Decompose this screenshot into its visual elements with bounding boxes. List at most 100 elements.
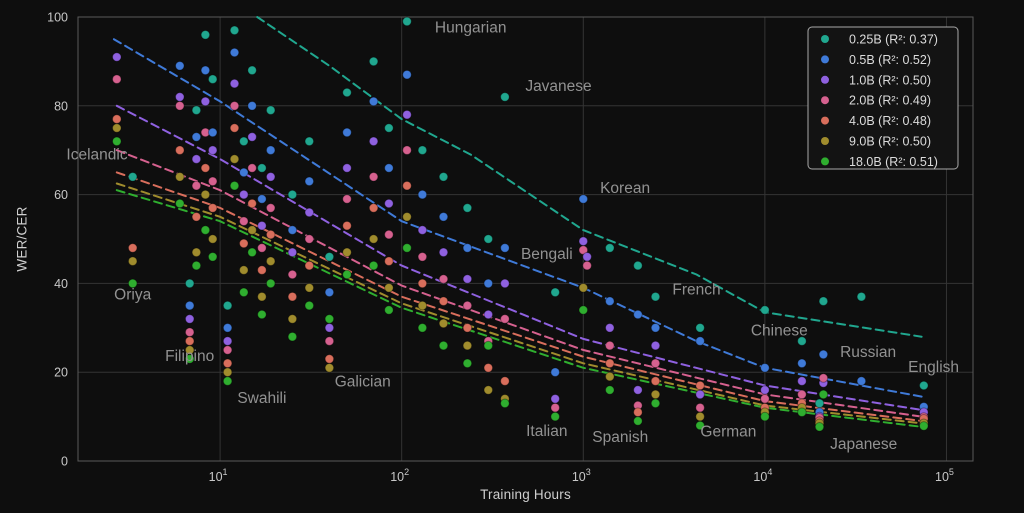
scatter-point-2.0B xyxy=(239,216,249,226)
scatter-point-1.0B xyxy=(200,96,211,107)
scatter-point-0.25B xyxy=(247,65,257,76)
scatter-point-0.5B-korean xyxy=(578,194,589,204)
scatter-point-2.0B xyxy=(304,234,315,244)
scatter-point-2.0B xyxy=(368,172,379,182)
scatter-point-18.0B-german xyxy=(695,420,705,431)
trend-line-2.0B xyxy=(115,149,923,418)
scatter-point-9.0B xyxy=(304,283,315,293)
scatter-point-0.25B-filipino xyxy=(184,278,195,289)
scatter-point-2.0B-french xyxy=(650,358,661,369)
legend-marker-0.25B xyxy=(821,35,829,43)
scatter-point-0.5B-spanish xyxy=(633,309,643,320)
scatter-point-1.0B xyxy=(384,198,394,209)
legend: 0.25B (R²: 0.37) 0.5B (R²: 0.52) 1.0B (R²:… xyxy=(807,26,959,170)
scatter-point-1.0B xyxy=(257,220,267,231)
scatter-point-0.5B xyxy=(462,243,473,253)
scatter-point-4.0B xyxy=(368,203,379,213)
scatter-point-0.5B xyxy=(856,376,867,386)
scatter-point-1.0B xyxy=(483,309,494,320)
legend-label-9.0B: 9.0B (R²: 0.50) xyxy=(849,135,931,149)
scatter-point-0.5B xyxy=(342,127,352,138)
scatter-point-0.5B xyxy=(191,132,202,142)
scatter-point-2.0B-korean xyxy=(578,245,589,255)
scatter-point-1.0B-hungarian xyxy=(402,109,412,120)
scatter-point-9.0B-galician xyxy=(324,363,335,373)
scatter-point-0.5B xyxy=(175,61,185,71)
scatter-point-18.0B xyxy=(605,385,615,395)
scatter-point-4.0B xyxy=(191,212,202,222)
scatter-point-2.0B-javanese xyxy=(500,314,510,324)
scatter-point-0.5B-russian xyxy=(818,349,829,360)
scatter-point-18.0B xyxy=(265,278,276,289)
scatter-point-18.0B xyxy=(200,225,211,235)
scatter-point-0.25B-italian xyxy=(550,287,561,298)
annotation-javanese: Javanese xyxy=(525,78,591,95)
scatter-point-4.0B-filipino xyxy=(184,336,195,346)
scatter-point-1.0B xyxy=(368,136,379,147)
scatter-point-0.5B xyxy=(265,145,276,155)
scatter-point-0.5B-galician xyxy=(324,287,335,298)
scatter-point-0.25B xyxy=(417,145,428,155)
y-tick-label: 60 xyxy=(54,188,68,202)
annotation-spanish: Spanish xyxy=(592,429,648,446)
legend-label-18.0B: 18.0B (R²: 0.51) xyxy=(849,155,938,169)
scatter-point-4.0B xyxy=(384,256,394,267)
scatter-point-9.0B xyxy=(239,265,249,275)
scatter-point-18.0B xyxy=(342,269,352,280)
annotation-chinese: Chinese xyxy=(751,323,808,340)
annotation-swahili: Swahili xyxy=(237,390,286,407)
scatter-point-4.0B xyxy=(417,278,428,289)
scatter-point-2.0B xyxy=(417,251,428,262)
scatter-point-2.0B-galician xyxy=(324,336,335,346)
scatter-point-1.0B xyxy=(417,225,428,235)
scatter-point-0.25B xyxy=(483,234,494,244)
scatter-point-4.0B xyxy=(257,265,267,275)
scatter-point-0.25B xyxy=(265,105,276,115)
scatter-point-9.0B-korean xyxy=(578,283,589,293)
scatter-point-2.0B-german xyxy=(695,402,705,413)
legend-marker-2.0B xyxy=(821,96,829,105)
scatter-point-9.0B xyxy=(229,154,240,164)
scatter-point-2.0B-bengali xyxy=(582,260,592,271)
scatter-point-4.0B-spanish xyxy=(633,407,643,418)
scatter-point-2.0B-chinese xyxy=(797,389,807,400)
scatter-point-0.5B xyxy=(229,47,240,58)
y-axis-label: WER/CER xyxy=(14,206,30,272)
scatter-point-0.5B xyxy=(760,363,770,373)
scatter-point-0.5B-swahili xyxy=(222,323,233,333)
scatter-point-2.0B xyxy=(191,180,202,191)
scatter-point-0.5B xyxy=(200,65,211,76)
scatter-point-0.5B xyxy=(438,212,449,222)
scatter-point-9.0B xyxy=(605,371,615,382)
scatter-point-18.0B xyxy=(175,198,185,209)
scatter-point-18.0B-spanish xyxy=(633,416,643,426)
legend-label-2.0B: 2.0B (R²: 0.49) xyxy=(849,94,931,108)
scatter-point-18.0B-oriya xyxy=(127,278,138,289)
scatter-point-9.0B xyxy=(200,189,211,200)
scatter-point-18.0B xyxy=(760,411,770,422)
scatter-point-18.0B xyxy=(483,340,494,351)
scatter-point-9.0B xyxy=(287,314,298,324)
scatter-point-0.25B-french xyxy=(650,291,661,302)
scatter-point-0.25B xyxy=(207,74,218,84)
scatter-point-0.25B-spanish xyxy=(633,260,643,271)
scatter-point-0.5B-chinese xyxy=(797,358,807,369)
scatter-point-2.0B-hungarian xyxy=(402,145,412,155)
scatter-point-0.5B-italian xyxy=(550,367,561,378)
scatter-point-18.0B-filipino xyxy=(184,354,195,364)
scatter-point-9.0B xyxy=(417,300,428,311)
scatter-point-2.0B-italian xyxy=(550,402,561,413)
scatter-point-0.25B-hungarian xyxy=(402,16,412,27)
scatter-point-0.5B xyxy=(287,225,298,235)
scatter-point-0.25B-russian xyxy=(818,296,829,307)
scatter-point-18.0B xyxy=(368,260,379,271)
scatter-point-2.0B xyxy=(207,176,218,187)
scatter-point-0.5B xyxy=(207,127,218,138)
scatter-point-18.0B xyxy=(287,331,298,342)
scatter-point-4.0B xyxy=(229,123,240,133)
scatter-point-2.0B xyxy=(175,101,185,111)
scatter-point-1.0B xyxy=(304,207,315,218)
scatter-point-18.0B-japanese xyxy=(814,422,825,432)
scatter-point-0.25B xyxy=(605,243,615,253)
scatter-point-0.5B xyxy=(247,101,257,111)
